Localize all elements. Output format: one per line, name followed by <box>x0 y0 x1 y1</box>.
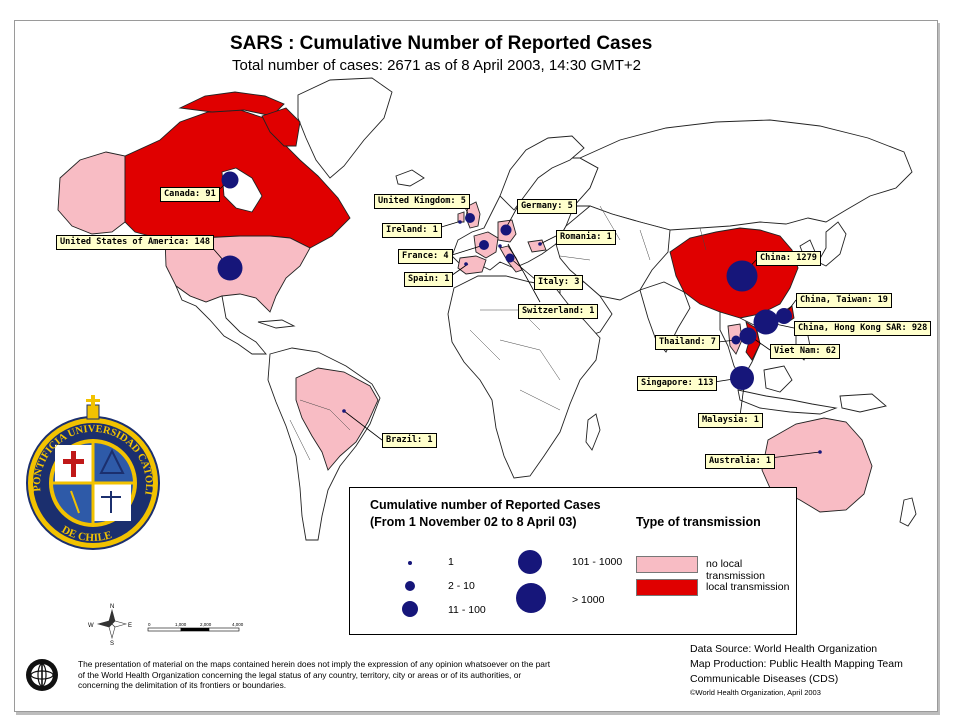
russia <box>572 119 913 231</box>
dot-germany <box>500 224 512 236</box>
legend-dot-1 <box>408 561 412 565</box>
dot-malaysia <box>742 386 746 390</box>
label-romania: Romania: 1 <box>556 230 616 245</box>
dot-china <box>726 260 758 292</box>
label-china: China: 1279 <box>756 251 821 266</box>
label-canada: Canada: 91 <box>160 187 220 202</box>
legend-no-local: no local transmission <box>706 558 765 582</box>
scale-tick-label: 4,000 <box>232 622 244 627</box>
label-ireland: Ireland: 1 <box>382 223 442 238</box>
scale-tick-label: 0 <box>148 622 151 627</box>
label-singapore: Singapore: 113 <box>637 376 718 391</box>
legend-size-5: > 1000 <box>572 594 605 606</box>
dot-uk <box>465 213 475 223</box>
map-title: SARS : Cumulative Number of Reported Cas… <box>230 33 653 54</box>
svg-text:W: W <box>88 623 94 629</box>
svg-text:S: S <box>110 641 114 647</box>
legend-period: (From 1 November 02 to 8 April 03) <box>370 515 577 529</box>
legend-dot-3 <box>402 601 418 617</box>
new-guinea <box>839 393 887 413</box>
dot-brazil <box>342 409 346 413</box>
credit-cds: Communicable Diseases (CDS) <box>690 673 839 685</box>
label-italy: Italy: 3 <box>534 275 584 290</box>
label-spain: Spain: 1 <box>404 272 454 287</box>
dot-spain <box>464 262 468 266</box>
label-france: France: 4 <box>398 249 453 264</box>
legend-dot-4 <box>518 550 542 574</box>
spain <box>457 255 487 275</box>
borneo <box>763 365 793 393</box>
scale-tick-label: 2,000 <box>200 622 212 627</box>
disclaimer: The presentation of material on the maps… <box>78 659 551 690</box>
mexico <box>174 284 267 355</box>
dot-ireland <box>458 220 462 224</box>
map-legend: Cumulative number of Reported Cases (Fro… <box>349 487 797 635</box>
dot-thailand <box>731 335 741 345</box>
legend-heading: Cumulative number of Reported Cases <box>370 498 601 512</box>
dot-vietnam <box>739 327 757 345</box>
university-seal-icon: PONTIFICIA UNIVERSIDAD CATOLICA DE CHILE <box>26 395 160 550</box>
label-brazil: Brazil: 1 <box>382 433 437 448</box>
legend-size-3: 11 - 100 <box>448 604 486 616</box>
dot-france <box>479 240 489 250</box>
dot-hongkong <box>753 309 779 335</box>
swatch-no-local <box>636 556 698 573</box>
scale-bar <box>147 627 240 632</box>
scale-tick-label: 1,000 <box>175 622 187 627</box>
central-asia <box>555 205 671 301</box>
svg-text:N: N <box>110 604 114 610</box>
brazil <box>295 367 379 471</box>
credit-copyright: ©World Health Organization, April 2003 <box>690 688 821 697</box>
iceland <box>395 169 425 187</box>
dot-australia <box>818 450 822 454</box>
legend-size-4: 101 - 1000 <box>572 556 623 568</box>
label-switzerland: Switzerland: 1 <box>518 304 599 319</box>
new-zealand <box>899 497 917 527</box>
label-germany: Germany: 5 <box>517 199 577 214</box>
madagascar <box>585 413 601 451</box>
swatch-local <box>636 579 698 596</box>
label-vietnam: Viet Nam: 62 <box>770 344 841 359</box>
label-malaysia: Malaysia: 1 <box>698 413 763 428</box>
svg-text:E: E <box>128 623 132 629</box>
label-taiwan: China, Taiwan: 19 <box>796 293 892 308</box>
dot-switzerland <box>498 244 502 248</box>
who-emblem-icon <box>26 659 58 691</box>
credit-production: Map Production: Public Health Mapping Te… <box>690 658 903 670</box>
scandinavia <box>499 135 585 211</box>
legend-local: local transmission <box>706 581 790 593</box>
baffin-island <box>261 107 301 147</box>
label-uk: United Kingdom: 5 <box>374 194 470 209</box>
arctic-islands <box>178 91 285 117</box>
dot-usa <box>217 255 243 281</box>
dot-italy <box>505 253 515 263</box>
credit-source: Data Source: World Health Organization <box>690 643 878 655</box>
compass-rose-icon <box>96 608 128 640</box>
japan <box>817 221 847 267</box>
dot-canada <box>221 171 239 189</box>
legend-type-heading: Type of transmission <box>636 515 761 529</box>
indonesia <box>737 389 838 415</box>
label-hongkong: China, Hong Kong SAR: 928 <box>794 321 932 336</box>
legend-size-1: 1 <box>448 556 454 568</box>
label-australia: Australia: 1 <box>705 454 776 469</box>
greenland <box>297 77 393 179</box>
map-subtitle: Total number of cases: 2671 as of 8 Apri… <box>232 57 641 74</box>
label-thailand: Thailand: 7 <box>655 335 720 350</box>
dot-romania <box>538 242 542 246</box>
legend-size-2: 2 - 10 <box>448 580 475 592</box>
dot-taiwan <box>776 308 792 324</box>
caribbean <box>257 319 296 329</box>
dot-singapore <box>730 366 754 390</box>
label-usa: United States of America: 148 <box>56 235 215 250</box>
ireland <box>457 211 465 223</box>
legend-dot-5 <box>516 583 546 613</box>
india <box>639 281 691 353</box>
alaska <box>57 151 126 235</box>
legend-dot-2 <box>405 581 415 591</box>
